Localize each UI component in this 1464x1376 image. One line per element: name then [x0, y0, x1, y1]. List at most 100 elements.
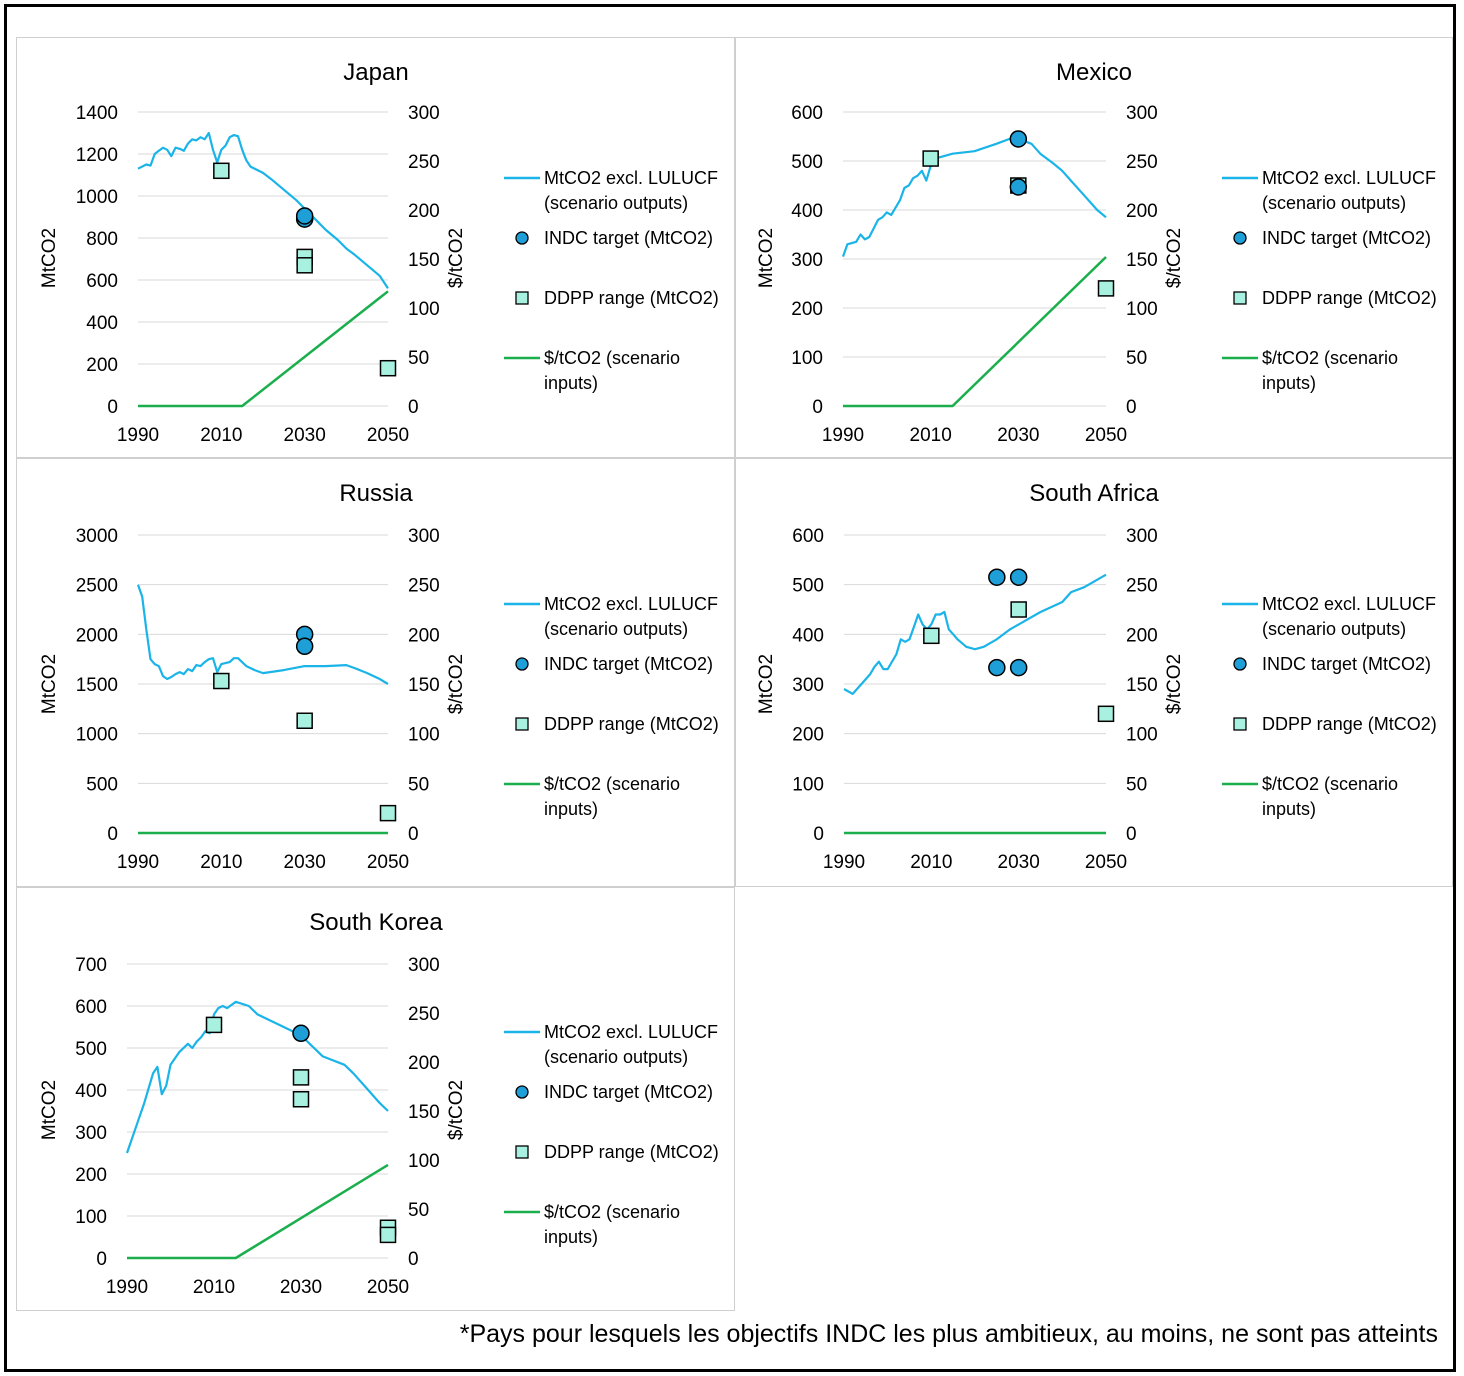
ddpp-marker	[922, 150, 939, 167]
panel-south-korea: South Korea 0 100 200 300 400 500 600 700 0 50 100 1…	[16, 887, 735, 1311]
legend-emissions-label: MtCO2 excl. LULUCF	[544, 1022, 718, 1042]
x-tick-label: 2030	[284, 852, 326, 873]
y2-axis-label: $/tCO2	[446, 228, 467, 288]
legend-price-label: $/tCO2 (scenario	[544, 1202, 680, 1222]
y2-tick-label: 300	[408, 955, 440, 976]
ddpp-marker	[213, 672, 230, 690]
y-tick-label: 500	[86, 774, 118, 795]
legend-price-label: inputs)	[544, 1227, 598, 1247]
chart-title: Japan	[343, 59, 408, 86]
legend-indc-swatch	[1233, 231, 1247, 245]
ddpp-marker	[1097, 705, 1115, 723]
y2-tick-label: 0	[1126, 824, 1137, 845]
y2-tick-label: 300	[408, 526, 440, 547]
legend-emissions-label: MtCO2 excl. LULUCF	[1262, 168, 1436, 188]
chart-title: South Africa	[1029, 480, 1159, 507]
y-tick-label: 200	[791, 299, 823, 320]
panel-russia: Russia 0 500 1000 1500 2000 2500 3000 0 50 100 150 2…	[16, 458, 735, 887]
x-tick-label: 1990	[117, 852, 159, 873]
y2-tick-label: 100	[408, 299, 440, 320]
price-line	[138, 290, 389, 408]
y2-tick-label: 150	[1126, 250, 1158, 271]
y-tick-label: 1200	[76, 145, 118, 166]
legend-ddpp-label: DDPP range (MtCO2)	[544, 714, 719, 734]
chart-title: Mexico	[1056, 59, 1132, 86]
x-tick-label: 2050	[1085, 852, 1127, 873]
y-tick-label: 500	[75, 1039, 107, 1060]
y2-tick-label: 250	[1126, 576, 1158, 597]
y2-tick-label: 150	[408, 1102, 440, 1123]
y-tick-label: 400	[86, 313, 118, 334]
x-tick-label: 1990	[822, 425, 864, 446]
ddpp-marker	[296, 712, 313, 730]
emissions-line	[136, 584, 389, 685]
y-tick-label: 700	[75, 955, 107, 976]
y-tick-label: 200	[75, 1165, 107, 1186]
legend-emissions-label: MtCO2 excl. LULUCF	[1262, 594, 1436, 614]
ddpp-marker	[379, 359, 397, 377]
indc-marker	[295, 637, 314, 656]
indc-marker	[1009, 568, 1028, 586]
y-axis-label: MtCO2	[39, 228, 60, 288]
legend-price-label: $/tCO2 (scenario	[544, 348, 680, 368]
x-tick-label: 2050	[1085, 425, 1127, 446]
y-tick-label: 2000	[76, 625, 118, 646]
y-tick-label: 100	[75, 1207, 107, 1228]
y2-axis-label: $/tCO2	[1164, 654, 1185, 714]
legend-indc-label: INDC target (MtCO2)	[544, 654, 713, 674]
legend-price-label: $/tCO2 (scenario	[1262, 348, 1398, 368]
x-tick-label: 2030	[997, 425, 1039, 446]
legend-ddpp-swatch	[1233, 717, 1247, 731]
y2-tick-label: 0	[408, 397, 419, 418]
y2-axis-label: $/tCO2	[446, 654, 467, 714]
y-tick-label: 400	[75, 1081, 107, 1102]
y2-tick-label: 0	[1126, 397, 1137, 418]
y2-tick-label: 50	[408, 774, 429, 795]
y2-tick-label: 300	[1126, 526, 1158, 547]
ddpp-marker	[213, 162, 230, 180]
legend: MtCO2 excl. LULUCF (scenario outputs) INDC…	[504, 594, 719, 819]
emissions-line	[125, 1000, 389, 1154]
ddpp-marker	[379, 1226, 397, 1244]
legend-price-label: $/tCO2 (scenario	[544, 774, 680, 794]
y-tick-label: 200	[792, 725, 824, 746]
y-tick-label: 200	[86, 355, 118, 376]
y2-tick-label: 150	[1126, 675, 1158, 696]
x-tick-label: 2010	[910, 852, 952, 873]
chart-svg: Mexico 0 100 200 300 400 500 600 0 50 100 150 200 250…	[756, 59, 1437, 446]
legend: MtCO2 excl. LULUCF (scenario outputs) INDC…	[504, 1022, 719, 1247]
y2-tick-label: 250	[1126, 152, 1158, 173]
legend-indc-label: INDC target (MtCO2)	[544, 1082, 713, 1102]
x-tick-label: 2050	[367, 1277, 409, 1298]
y-tick-label: 100	[791, 348, 823, 369]
y-tick-label: 0	[107, 824, 118, 845]
ddpp-marker	[296, 257, 313, 274]
y2-tick-label: 0	[408, 1249, 419, 1270]
y2-tick-label: 150	[408, 250, 440, 271]
y-axis-label: MtCO2	[39, 1080, 60, 1140]
legend-ddpp-label: DDPP range (MtCO2)	[1262, 714, 1437, 734]
y2-tick-label: 100	[1126, 725, 1158, 746]
y-tick-label: 600	[75, 997, 107, 1018]
y2-tick-label: 200	[1126, 625, 1158, 646]
ddpp-marker	[292, 1069, 310, 1086]
y-tick-label: 500	[792, 576, 824, 597]
y-tick-label: 1000	[76, 187, 118, 208]
legend-indc-swatch	[515, 1085, 529, 1099]
legend-indc-swatch	[515, 657, 529, 671]
ddpp-marker	[379, 804, 397, 822]
y-tick-label: 800	[86, 229, 118, 250]
y2-axis-label: $/tCO2	[1164, 228, 1185, 288]
indc-marker	[1009, 130, 1028, 148]
indc-marker	[1009, 178, 1028, 196]
footnote: *Pays pour lesquels les objectifs INDC l…	[459, 1320, 1438, 1348]
y2-tick-label: 200	[408, 625, 440, 646]
y2-tick-label: 250	[408, 152, 440, 173]
y-tick-label: 400	[791, 201, 823, 222]
panel-japan: Japan 0 200 400 600 800 1000 1200 1400 0 50 100 150 2…	[16, 37, 735, 458]
y2-tick-label: 300	[1126, 103, 1158, 124]
chart-title: South Korea	[309, 909, 443, 936]
y2-tick-label: 300	[408, 103, 440, 124]
price-line	[127, 1163, 389, 1260]
y-tick-label: 300	[792, 675, 824, 696]
